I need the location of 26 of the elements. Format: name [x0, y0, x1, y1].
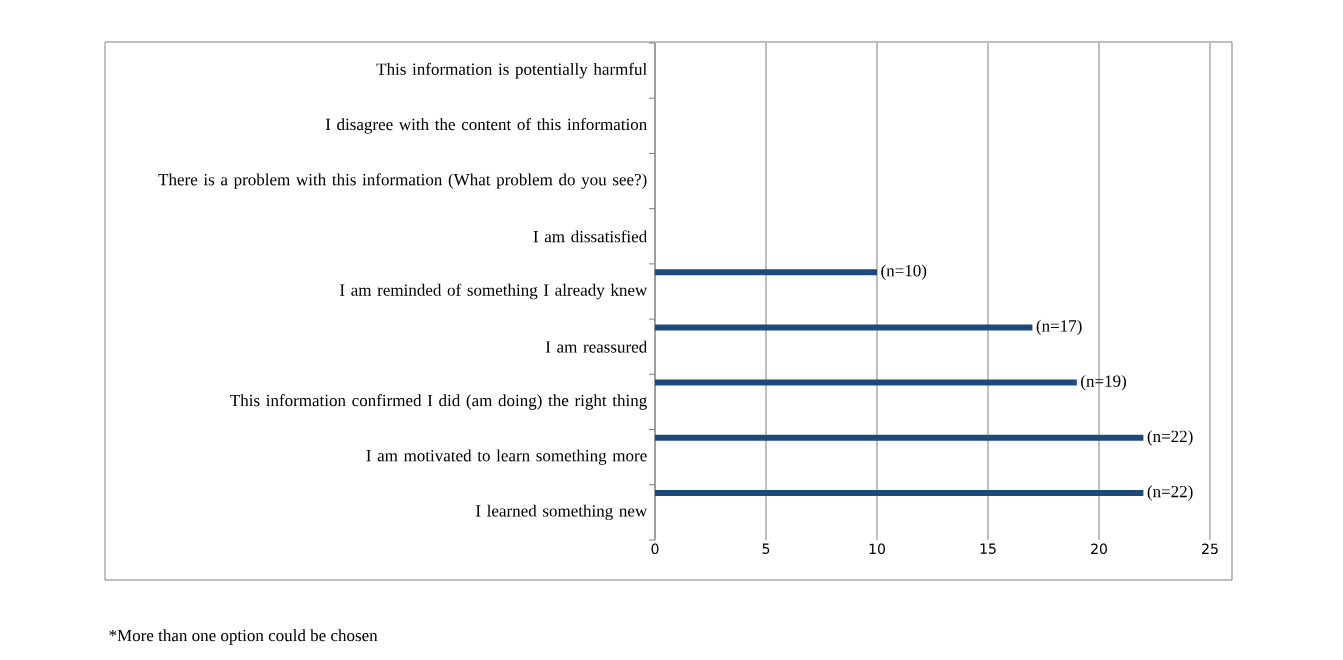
x-tick-label: 20 — [1091, 543, 1107, 555]
y-tick-label: I am motivated to learn something more — [366, 449, 647, 465]
y-tick-label: There is a problem with this information (What problem do you see?) — [158, 173, 647, 189]
bar — [655, 269, 877, 276]
y-tick-label: I am reminded of something I already knew — [340, 283, 648, 300]
x-tick-label: 15 — [980, 543, 996, 554]
bar — [655, 434, 1144, 441]
y-tick-label: I disagree with the content of this information — [325, 118, 647, 134]
x-tick-label: 0 — [651, 543, 659, 555]
data-label: (n=22) — [1147, 485, 1193, 501]
x-tick-label: 5 — [762, 543, 770, 554]
y-tick-label: This information confirmed I did (am doing) the right thing — [230, 394, 647, 410]
data-label: (n=22) — [1147, 430, 1193, 446]
y-tick-label: I am dissatisfied — [533, 230, 647, 243]
data-label: (n=17) — [1036, 319, 1082, 336]
data-label: (n=10) — [881, 264, 927, 280]
y-tick-label: This information is potentially harmful — [376, 62, 647, 79]
text: *More than one option could be chosen — [109, 629, 378, 645]
bar — [655, 490, 1144, 497]
x-tick-label: 10 — [869, 543, 885, 555]
data-label: (n=19) — [1081, 374, 1126, 391]
x-tick-label: 25 — [1202, 543, 1218, 555]
bar — [655, 324, 1033, 331]
y-tick-label: I learned something new — [475, 504, 648, 521]
y-tick-label: I am reassured — [545, 340, 647, 353]
bar — [655, 379, 1077, 386]
